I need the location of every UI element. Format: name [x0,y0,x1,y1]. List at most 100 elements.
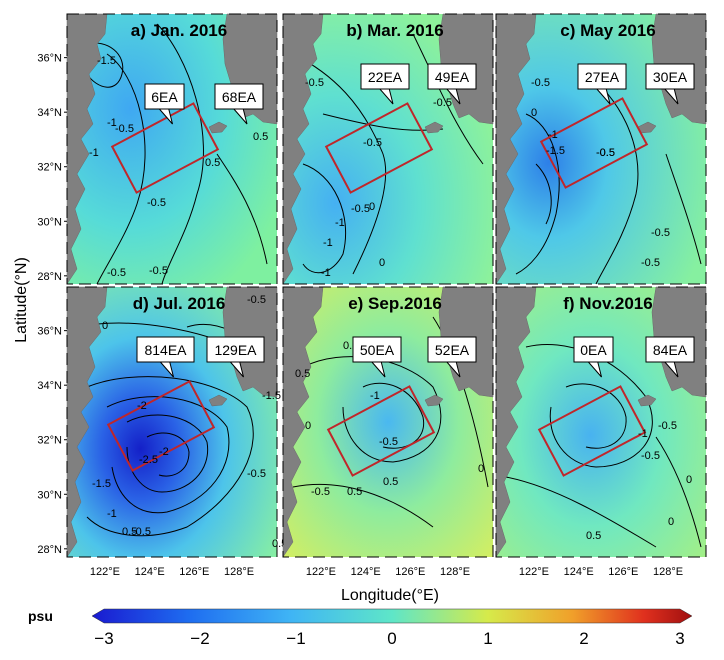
panel-1: a) Jan. 2016-1.5-1-0.5-0.5-0.5-0.50.5-10… [66,13,278,285]
box-count-callout [573,336,614,363]
colorbar-tick-label: −1 [286,629,305,648]
contour-label: -0.5 [115,123,134,135]
x-tick-label: 122°E [306,566,336,578]
y-tick-label: 36°N [37,326,62,338]
x-tick-label: 128°E [440,566,470,578]
study-box [537,385,647,477]
island-count-callout [206,336,265,363]
y-tick-label: 28°N [37,544,62,556]
contour-label: -0.5 [247,468,266,480]
box-count-label: 814EA [144,342,187,358]
contour-line [146,432,190,477]
x-tick-label: 128°E [653,566,683,578]
y-tick-label: 34°N [37,107,62,119]
contour-label: -0.5 [658,420,677,432]
y-tick-label: 34°N [37,380,62,392]
contour-label: -0.5 [651,227,670,239]
contour-label: 0.5 [383,476,398,488]
panel-title: f) Nov.2016 [563,294,652,313]
box-count-label: 22EA [368,69,403,85]
y-tick-label: 30°N [37,216,62,228]
contour-line [585,73,639,285]
contour-label: 0 [668,516,674,528]
land-china [495,286,537,558]
contour-label: -0.5 [247,294,266,306]
contour-label: -1 [107,508,117,520]
colorbar-tick-label: −2 [190,629,209,648]
box-count-callout [144,83,185,110]
island-count-label: 129EA [214,342,257,358]
y-tick-label: 30°N [37,489,62,501]
x-tick-label: 122°E [90,566,120,578]
colorbar-unit: psu [28,608,53,624]
x-tick-label: 126°E [608,566,638,578]
panel-title: d) Jul. 2016 [133,294,226,313]
island-count-callout [645,63,695,90]
contour-label: -0.5 [311,486,330,498]
contour-label: 0 [369,201,375,213]
land-jeju [637,394,657,407]
contour-label: -0.5 [641,450,660,462]
panel-title: b) Mar. 2016 [346,21,443,40]
contour-label: -1 [370,390,380,402]
contour-label: 0.5 [205,157,220,169]
panel-3: c) May 2016-0.50-1-0.5-1.5-0.5-0.5-0.527… [495,13,707,285]
contour-line [302,163,347,274]
contour-label: 0 [102,320,108,332]
contour-label: -1 [321,267,331,279]
study-box [326,385,436,477]
panel-frame [282,286,494,558]
contour-line [505,476,657,548]
land-china [66,13,108,285]
colorbar-tick-label: −3 [94,629,113,648]
x-tick-label: 124°E [135,566,165,578]
colorbar [91,608,693,624]
contour-label: -1.5 [262,390,281,402]
island-count-callout [645,336,695,363]
study-box [539,97,649,189]
contour-label: 0 [686,474,692,486]
land-china [282,286,324,558]
contour-label: 0 [531,107,537,119]
box-count-label: 50EA [360,342,395,358]
land-china [66,286,108,558]
box-count-callout [577,63,627,90]
x-tick-label: 128°E [224,566,254,578]
contour-line [126,414,209,493]
panel-5: e) Sep.20160.50.50-0.5-1-0.50.50.50.5050… [282,286,494,558]
contour-line [292,483,434,528]
island-count-label: 52EA [435,342,470,358]
contour-label: -0.5 [132,526,151,538]
y-tick-label: 32°N [37,435,62,447]
panel-frame [495,13,707,285]
land-jeju [424,394,444,407]
contour-label: -0.5 [351,203,370,215]
box-count-callout [136,336,195,363]
contour-label: 0.5 [253,131,268,143]
panel-title: e) Sep.2016 [348,294,442,313]
island-count-label: 84EA [653,342,688,358]
box-count-label: 27EA [585,69,620,85]
island-count-label: 49EA [435,69,470,85]
land-china [495,13,537,285]
contour-label: -0.5 [641,257,660,269]
land-jeju [208,121,228,134]
island-count-callout [427,336,477,363]
panel-title: a) Jan. 2016 [131,21,227,40]
y-tick-label: 32°N [37,162,62,174]
contour-line [216,153,268,265]
contour-label: -1 [638,428,648,440]
contour-label: -1 [335,217,345,229]
panel-frame [495,286,707,558]
contour-label: 0 [478,463,484,475]
box-count-callout [360,63,410,90]
study-box [324,102,434,194]
contour-label: 0.5 [122,526,137,538]
box-count-label: 0EA [580,342,607,358]
panel-4: d) Jul. 20160-0.5-1-1.5-2-2-2.5-1.5-1-0.… [66,286,287,558]
panel-2: b) Mar. 2016-0.5-0.5-0.50-1-10-0.5-122EA… [282,13,494,285]
contour-line [535,163,552,225]
contour-label: -0.5 [379,436,398,448]
contour-label: -1.5 [92,478,111,490]
